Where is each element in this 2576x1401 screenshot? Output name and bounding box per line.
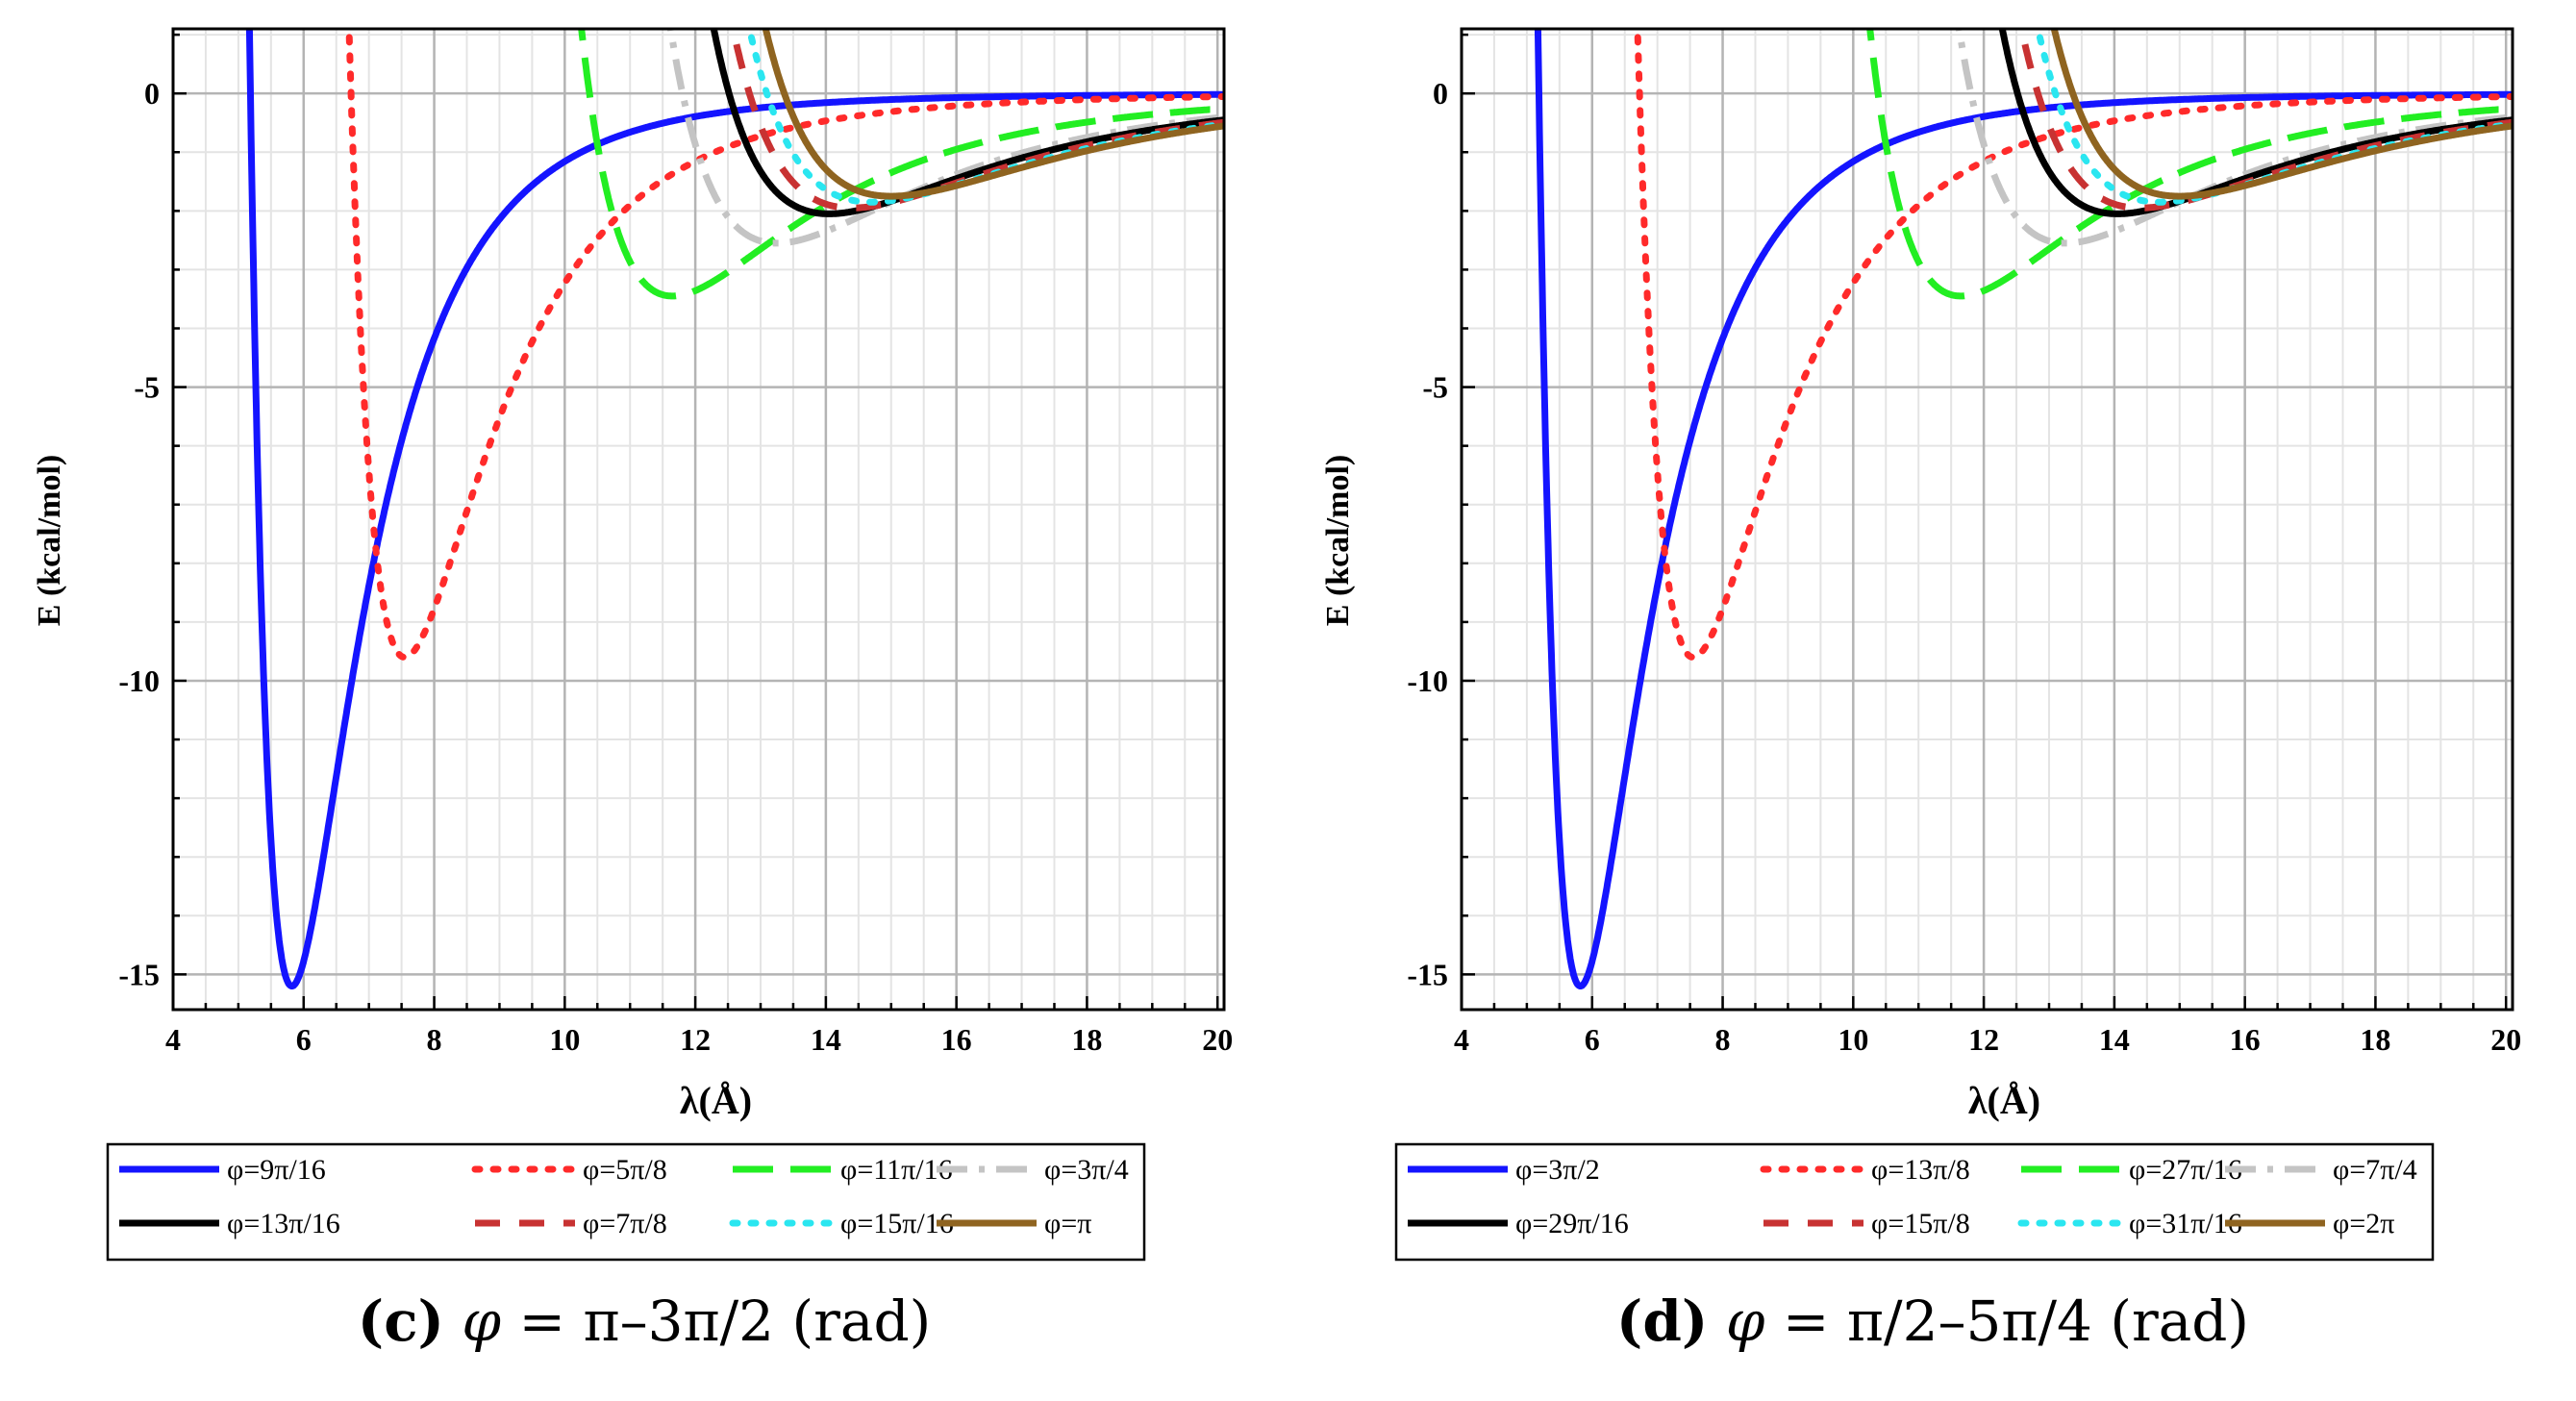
legend-item: φ=11π/16 xyxy=(733,1154,953,1186)
legend-label: φ=5π/8 xyxy=(583,1154,667,1186)
x-axis-label: λ(Å) xyxy=(1968,1079,2040,1122)
legend-label: φ=15π/8 xyxy=(1871,1208,1970,1239)
series-line-2 xyxy=(1634,29,2513,661)
x-tick-label: 18 xyxy=(2360,1022,2390,1057)
caption-c-eq: = π–3π/2 xyxy=(518,1288,775,1354)
legend-label: φ=31π/16 xyxy=(2129,1208,2242,1239)
plot-frame xyxy=(1460,27,2514,1012)
legend-label: φ=27π/16 xyxy=(2129,1154,2242,1186)
x-tick-label: 4 xyxy=(1454,1022,1469,1057)
legend-item: φ=29π/16 xyxy=(1408,1208,1629,1239)
legend-item: φ=15π/8 xyxy=(1763,1208,1970,1239)
legend-box xyxy=(106,1142,1146,1262)
legend-item: φ=13π/16 xyxy=(119,1208,340,1239)
legend-item: φ=2π xyxy=(2225,1208,2394,1239)
x-tick-label: 6 xyxy=(296,1022,312,1057)
legend: φ=3π/2 φ=13π/8 φ=27π/16 φ=7π/4 φ=29π/16 φ=15π… xyxy=(1394,1142,2435,1262)
series-line-8 xyxy=(762,29,1224,200)
legend-item: φ=π xyxy=(937,1208,1091,1239)
y-tick-label: 0 xyxy=(144,76,160,111)
y-tick-label: -10 xyxy=(1407,663,1448,698)
legend-label: φ=π xyxy=(1044,1208,1091,1239)
caption-c-letter: (c) xyxy=(357,1288,444,1354)
series-line-3 xyxy=(1866,29,2513,300)
legend-label: φ=29π/16 xyxy=(1515,1208,1629,1239)
x-tick-label: 18 xyxy=(1071,1022,1102,1057)
legend-label: φ=11π/16 xyxy=(840,1154,953,1186)
series-line-8 xyxy=(2050,29,2513,200)
x-tick-label: 12 xyxy=(1968,1022,1999,1057)
legend-item: φ=31π/16 xyxy=(2017,1208,2242,1239)
y-tick-label: -5 xyxy=(134,370,160,405)
y-tick-label: -15 xyxy=(1407,957,1448,991)
caption-d-eq: = π/2–5π/4 xyxy=(1782,1288,2092,1354)
legend-item: φ=3π/2 xyxy=(1408,1154,1600,1186)
chart-panel-c: 4 6 8 10 12 14 16 18 20 0 -5 -10 -15 λ(Å) E (kcal/mol)… xyxy=(0,27,1288,1354)
y-axis-label: E (kcal/mol) xyxy=(32,455,67,626)
legend-label: φ=15π/16 xyxy=(840,1208,954,1239)
x-tick-label: 12 xyxy=(680,1022,711,1057)
x-tick-label: 14 xyxy=(2099,1022,2130,1057)
chart-c: 4 6 8 10 12 14 16 18 20 0 -5 -10 -15 λ(Å) E (kcal/mol)… xyxy=(32,27,1233,1262)
y-tick-label: -5 xyxy=(1422,370,1448,405)
chart-panel-d: 4 6 8 10 12 14 16 18 20 0 -5 -10 -15 λ(Å) E (kcal/mol)… xyxy=(1288,0,2576,1401)
caption-d-var: φ xyxy=(1725,1288,1765,1354)
x-tick-label: 4 xyxy=(165,1022,181,1057)
x-tick-label: 20 xyxy=(2490,1022,2521,1057)
legend-item: φ=13π/8 xyxy=(1760,1154,1970,1186)
series-line-5 xyxy=(710,29,1224,217)
caption-d-unit: (rad) xyxy=(2110,1288,2250,1354)
legend-label: φ=7π/4 xyxy=(2333,1154,2417,1186)
x-tick-label: 20 xyxy=(1202,1022,1233,1057)
legend-label: φ=3π/4 xyxy=(1044,1154,1129,1186)
series-line-4 xyxy=(1955,29,2513,247)
series-line-2 xyxy=(345,29,1224,661)
plot-frame xyxy=(171,27,1226,1012)
y-tick-label: 0 xyxy=(1433,76,1448,111)
x-tick-label: 8 xyxy=(1715,1022,1731,1057)
y-tick-label: -10 xyxy=(118,663,160,698)
legend-label: φ=13π/8 xyxy=(1871,1154,1970,1186)
y-axis-label: E (kcal/mol) xyxy=(1320,455,1356,626)
legend-item: φ=7π/4 xyxy=(2225,1154,2417,1186)
series-line-4 xyxy=(666,29,1224,247)
series-line-5 xyxy=(1998,29,2513,217)
chart-d: 4 6 8 10 12 14 16 18 20 0 -5 -10 -15 λ(Å) E (kcal/mol)… xyxy=(1320,27,2521,1262)
x-tick-label: 14 xyxy=(811,1022,841,1057)
x-tick-label: 16 xyxy=(941,1022,972,1057)
caption-c-var: φ xyxy=(462,1288,502,1354)
x-tick-label: 8 xyxy=(427,1022,442,1057)
legend-item: φ=3π/4 xyxy=(937,1154,1129,1186)
legend-label: φ=2π xyxy=(2333,1208,2394,1239)
legend-box xyxy=(1394,1142,2435,1262)
legend-item: φ=7π/8 xyxy=(475,1208,667,1239)
legend-item: φ=9π/16 xyxy=(119,1154,326,1186)
x-tick-label: 10 xyxy=(1838,1022,1868,1057)
legend-label: φ=13π/16 xyxy=(227,1208,340,1239)
legend: φ=9π/16 φ=5π/8 φ=11π/16 φ=3π/4 φ=13π/16 φ=7π/… xyxy=(106,1142,1146,1262)
legend-label: φ=7π/8 xyxy=(583,1208,667,1239)
y-tick-label: -15 xyxy=(118,957,160,991)
legend-label: φ=9π/16 xyxy=(227,1154,326,1186)
legend-item: φ=15π/16 xyxy=(729,1208,954,1239)
caption-c-unit: (rad) xyxy=(791,1288,932,1354)
x-tick-label: 6 xyxy=(1585,1022,1600,1057)
legend-label: φ=3π/2 xyxy=(1515,1154,1600,1186)
caption-d: (d) φ = π/2–5π/4 (rad) xyxy=(1288,1288,2576,1354)
x-tick-label: 10 xyxy=(549,1022,580,1057)
x-tick-label: 16 xyxy=(2230,1022,2261,1057)
caption-c: (c) φ = π–3π/2 (rad) xyxy=(0,1288,1288,1354)
legend-item: φ=27π/16 xyxy=(2021,1154,2242,1186)
legend-item: φ=5π/8 xyxy=(471,1154,667,1186)
x-axis-label: λ(Å) xyxy=(680,1079,752,1122)
series-line-3 xyxy=(578,29,1224,300)
caption-d-letter: (d) xyxy=(1615,1288,1709,1354)
